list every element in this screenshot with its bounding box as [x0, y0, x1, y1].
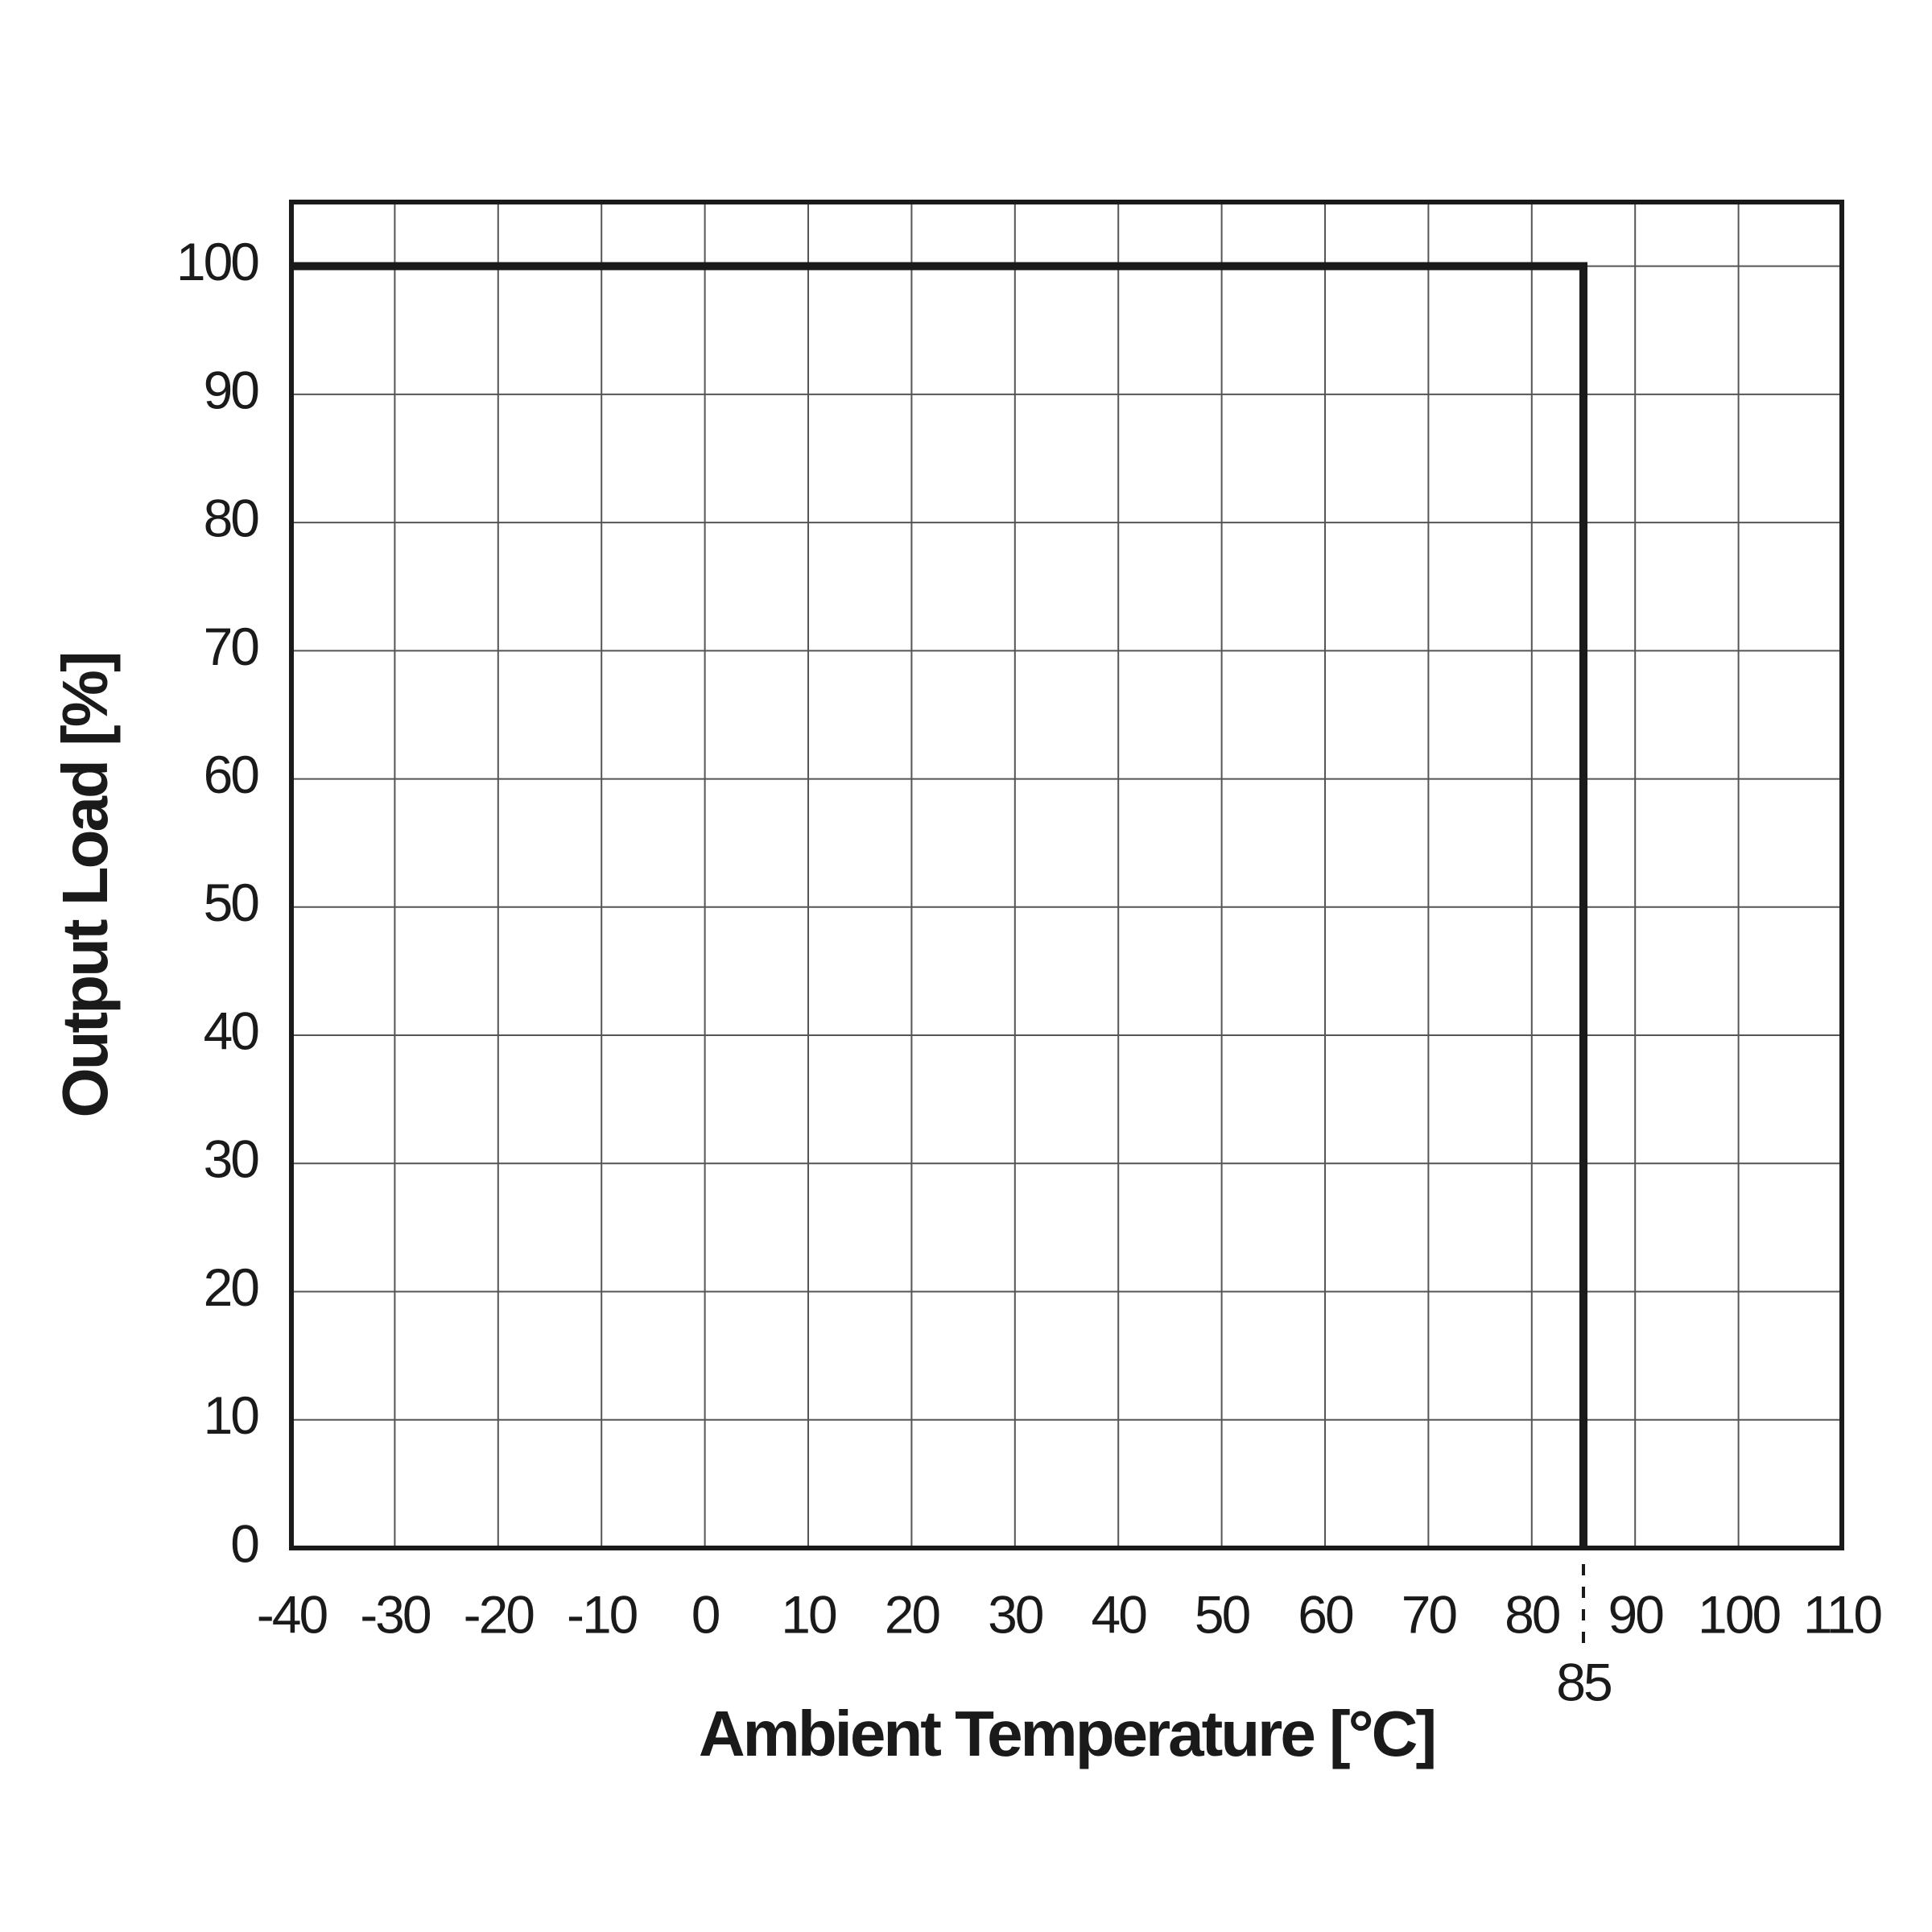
x-tick-label: 60: [1298, 1584, 1353, 1644]
x-tick-label: 80: [1505, 1584, 1560, 1644]
x-tick-label: 70: [1402, 1584, 1457, 1644]
x-tick-label: 0: [691, 1584, 720, 1644]
y-tick-label: 80: [204, 489, 259, 548]
y-tick-label: 100: [176, 232, 258, 291]
y-tick-label: 20: [204, 1257, 259, 1317]
x-tick-label: 20: [885, 1584, 940, 1644]
y-tick-label: 50: [204, 873, 259, 932]
x-tick-label: -20: [464, 1584, 535, 1644]
plot-frame: [289, 200, 1844, 1550]
y-tick-label: 60: [204, 745, 259, 804]
x-tick-label: 90: [1608, 1584, 1663, 1644]
x-tick-label: 10: [781, 1584, 836, 1644]
y-tick-label: 0: [230, 1513, 258, 1573]
x-tick-label: -30: [360, 1584, 431, 1644]
y-tick-label: 30: [204, 1129, 259, 1189]
x-tick-label: 100: [1698, 1584, 1780, 1644]
x-tick-label: 40: [1091, 1584, 1146, 1644]
x-axis-title: Ambient Temperature [°C]: [699, 1698, 1435, 1769]
x-tick-label: 30: [988, 1584, 1043, 1644]
y-axis-title: Output Load [%]: [49, 653, 121, 1117]
x-tick-label: 110: [1803, 1584, 1882, 1644]
y-tick-label: 90: [204, 360, 259, 419]
y-tick-label: 40: [204, 1001, 259, 1060]
y-tick-label: 10: [204, 1385, 259, 1445]
annotation: 85: [1556, 1652, 1611, 1711]
x-tick-label: -10: [567, 1584, 638, 1644]
line: [291, 262, 1587, 1548]
y-tick-label: 70: [204, 617, 259, 676]
x-tick-label: 50: [1195, 1584, 1250, 1644]
x-tick-label: -40: [257, 1584, 328, 1644]
